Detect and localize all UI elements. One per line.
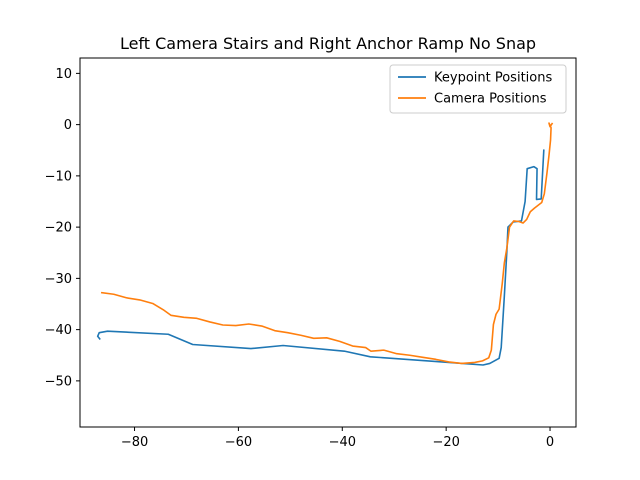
y-tick-label: 0 — [64, 118, 72, 133]
x-tick-label: −20 — [432, 435, 459, 450]
y-tick-label: −30 — [45, 272, 72, 287]
series-layer — [96, 122, 554, 366]
y-tick-label: −40 — [45, 323, 72, 338]
x-tick-label: −80 — [121, 435, 148, 450]
x-tick-label: −40 — [329, 435, 356, 450]
y-axis: 10 0 −10 −20 −30 −40 −50 — [45, 67, 80, 389]
chart-title: Left Camera Stairs and Right Anchor Ramp… — [120, 34, 536, 53]
y-tick-label: −50 — [45, 374, 72, 389]
y-tick-label: −10 — [45, 169, 72, 184]
series-line-1 — [100, 122, 554, 365]
x-axis: −80 −60 −40 −20 0 — [121, 427, 554, 450]
y-tick-label: −20 — [45, 221, 72, 236]
plot-frame — [79, 57, 577, 428]
y-tick-label: 10 — [55, 67, 72, 82]
x-tick-label: 0 — [546, 435, 554, 450]
series-line-0 — [96, 149, 545, 366]
legend: Keypoint Positions Camera Positions — [389, 64, 567, 114]
legend-label-1: Camera Positions — [434, 92, 547, 107]
legend-label-0: Keypoint Positions — [434, 71, 552, 86]
legend-box — [389, 64, 567, 114]
x-tick-label: −60 — [225, 435, 252, 450]
